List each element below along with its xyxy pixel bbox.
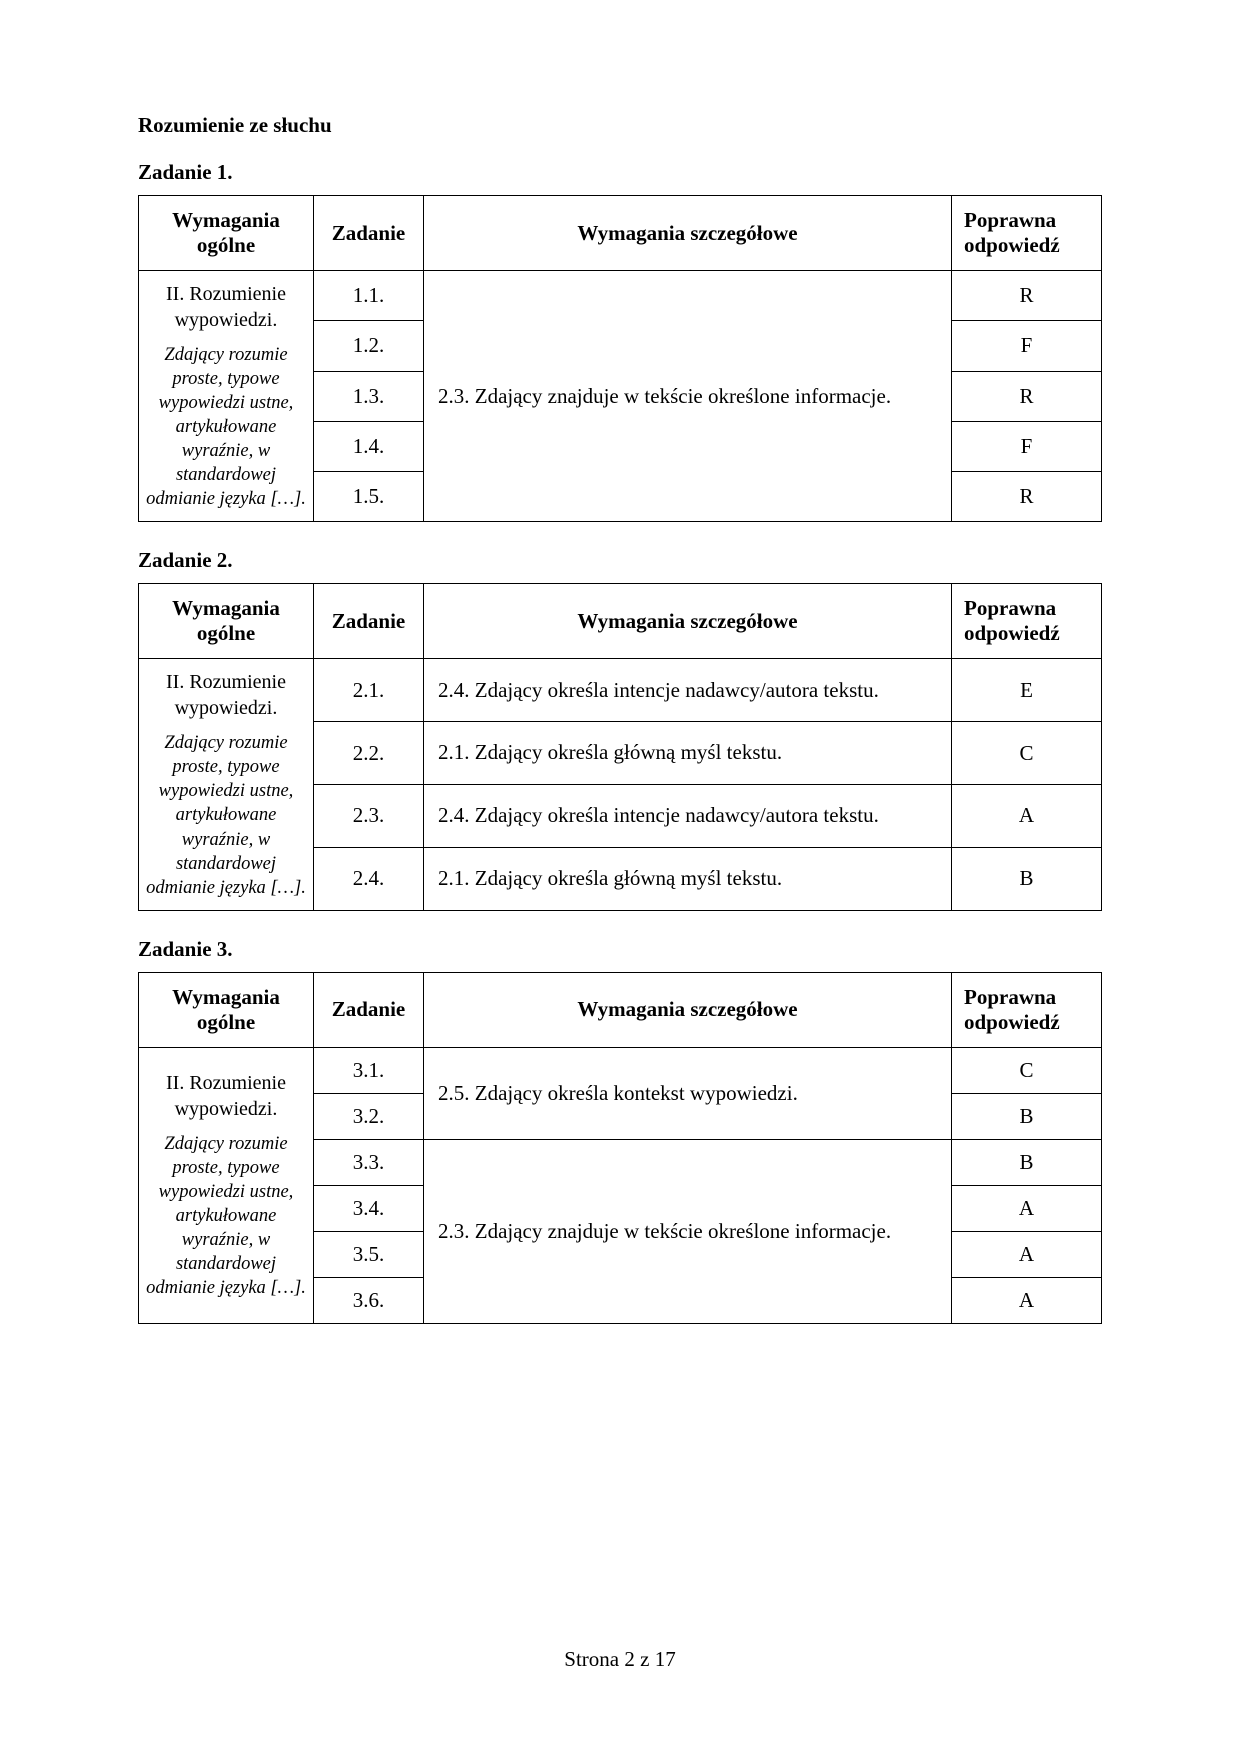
column-header-answer: Poprawna odpowiedź	[952, 584, 1102, 659]
task-number-cell: 1.3.	[314, 371, 424, 421]
answer-cell: A	[952, 1231, 1102, 1277]
detail-cell: 2.4. Zdający określa intencje nadawcy/au…	[424, 784, 952, 847]
column-header-detail: Wymagania szczegółowe	[424, 584, 952, 659]
task-number-cell: 1.4.	[314, 421, 424, 471]
detail-cell: 2.1. Zdający określa główną myśl tekstu.	[424, 722, 952, 785]
answer-cell: C	[952, 1047, 1102, 1093]
requirement-main: II. Rozumienie wypowiedzi.	[166, 283, 286, 331]
task-number-cell: 3.4.	[314, 1185, 424, 1231]
task-number-cell: 3.5.	[314, 1231, 424, 1277]
task-title: Zadanie 1.	[138, 160, 1102, 185]
answer-cell: C	[952, 722, 1102, 785]
task-number-cell: 2.2.	[314, 722, 424, 785]
requirement-cell: II. Rozumienie wypowiedzi. Zdający rozumi…	[139, 659, 314, 910]
answer-cell: E	[952, 659, 1102, 722]
column-header-req: Wymagania ogólne	[139, 196, 314, 271]
answer-cell: A	[952, 1277, 1102, 1323]
page-footer: Strona 2 z 17	[0, 1647, 1240, 1672]
answer-cell: B	[952, 1139, 1102, 1185]
column-header-detail: Wymagania szczegółowe	[424, 972, 952, 1047]
column-header-req: Wymagania ogólne	[139, 972, 314, 1047]
column-header-req: Wymagania ogólne	[139, 584, 314, 659]
task-number-cell: 3.3.	[314, 1139, 424, 1185]
task-number-cell: 1.5.	[314, 472, 424, 522]
section-title: Rozumienie ze słuchu	[138, 113, 1102, 138]
task-title: Zadanie 3.	[138, 937, 1102, 962]
task-number-cell: 2.3.	[314, 784, 424, 847]
table-row: II. Rozumienie wypowiedzi.Zdający rozumi…	[139, 271, 1102, 321]
detail-cell: 2.3. Zdający znajduje w tekście określon…	[424, 1139, 952, 1323]
task-number-cell: 1.1.	[314, 271, 424, 321]
requirement-main: II. Rozumienie wypowiedzi.	[166, 1072, 286, 1120]
detail-cell: 2.3. Zdający znajduje w tekście określon…	[424, 271, 952, 522]
task-number-cell: 1.2.	[314, 321, 424, 371]
task-table: Wymagania ogólneZadanieWymagania szczegó…	[138, 583, 1102, 910]
answer-cell: R	[952, 371, 1102, 421]
detail-cell: 2.4. Zdający określa intencje nadawcy/au…	[424, 659, 952, 722]
task-table: Wymagania ogólneZadanieWymagania szczegó…	[138, 195, 1102, 522]
page: Rozumienie ze słuchu Zadanie 1. Wymagania…	[0, 0, 1240, 1754]
answer-cell: B	[952, 1093, 1102, 1139]
task-number-cell: 3.6.	[314, 1277, 424, 1323]
task-number-cell: 2.4.	[314, 847, 424, 910]
answer-cell: R	[952, 472, 1102, 522]
task-number-cell: 2.1.	[314, 659, 424, 722]
column-header-detail: Wymagania szczegółowe	[424, 196, 952, 271]
answer-cell: A	[952, 784, 1102, 847]
requirement-cell: II. Rozumienie wypowiedzi. Zdający rozumi…	[139, 271, 314, 522]
column-header-answer: Poprawna odpowiedź	[952, 196, 1102, 271]
answer-cell: F	[952, 421, 1102, 471]
table-row: II. Rozumienie wypowiedzi.Zdający rozumi…	[139, 1047, 1102, 1093]
column-header-answer: Poprawna odpowiedź	[952, 972, 1102, 1047]
answer-cell: B	[952, 847, 1102, 910]
task-number-cell: 3.1.	[314, 1047, 424, 1093]
requirement-italic: Zdający rozumie proste, typowe wypowiedz…	[145, 343, 307, 511]
answer-cell: F	[952, 321, 1102, 371]
answer-cell: A	[952, 1185, 1102, 1231]
requirement-italic: Zdający rozumie proste, typowe wypowiedz…	[145, 731, 307, 899]
answer-cell: R	[952, 271, 1102, 321]
requirement-italic: Zdający rozumie proste, typowe wypowiedz…	[145, 1132, 307, 1300]
task-title: Zadanie 2.	[138, 548, 1102, 573]
task-number-cell: 3.2.	[314, 1093, 424, 1139]
requirement-main: II. Rozumienie wypowiedzi.	[166, 671, 286, 719]
task-table: Wymagania ogólneZadanieWymagania szczegó…	[138, 972, 1102, 1324]
requirement-cell: II. Rozumienie wypowiedzi. Zdający rozumi…	[139, 1047, 314, 1323]
column-header-task: Zadanie	[314, 584, 424, 659]
column-header-task: Zadanie	[314, 972, 424, 1047]
detail-cell: 2.5. Zdający określa kontekst wypowiedzi…	[424, 1047, 952, 1139]
column-header-task: Zadanie	[314, 196, 424, 271]
tasks-container: Zadanie 1.Wymagania ogólneZadanieWymagan…	[138, 160, 1102, 1324]
detail-cell: 2.1. Zdający określa główną myśl tekstu.	[424, 847, 952, 910]
table-row: II. Rozumienie wypowiedzi.Zdający rozumi…	[139, 659, 1102, 722]
